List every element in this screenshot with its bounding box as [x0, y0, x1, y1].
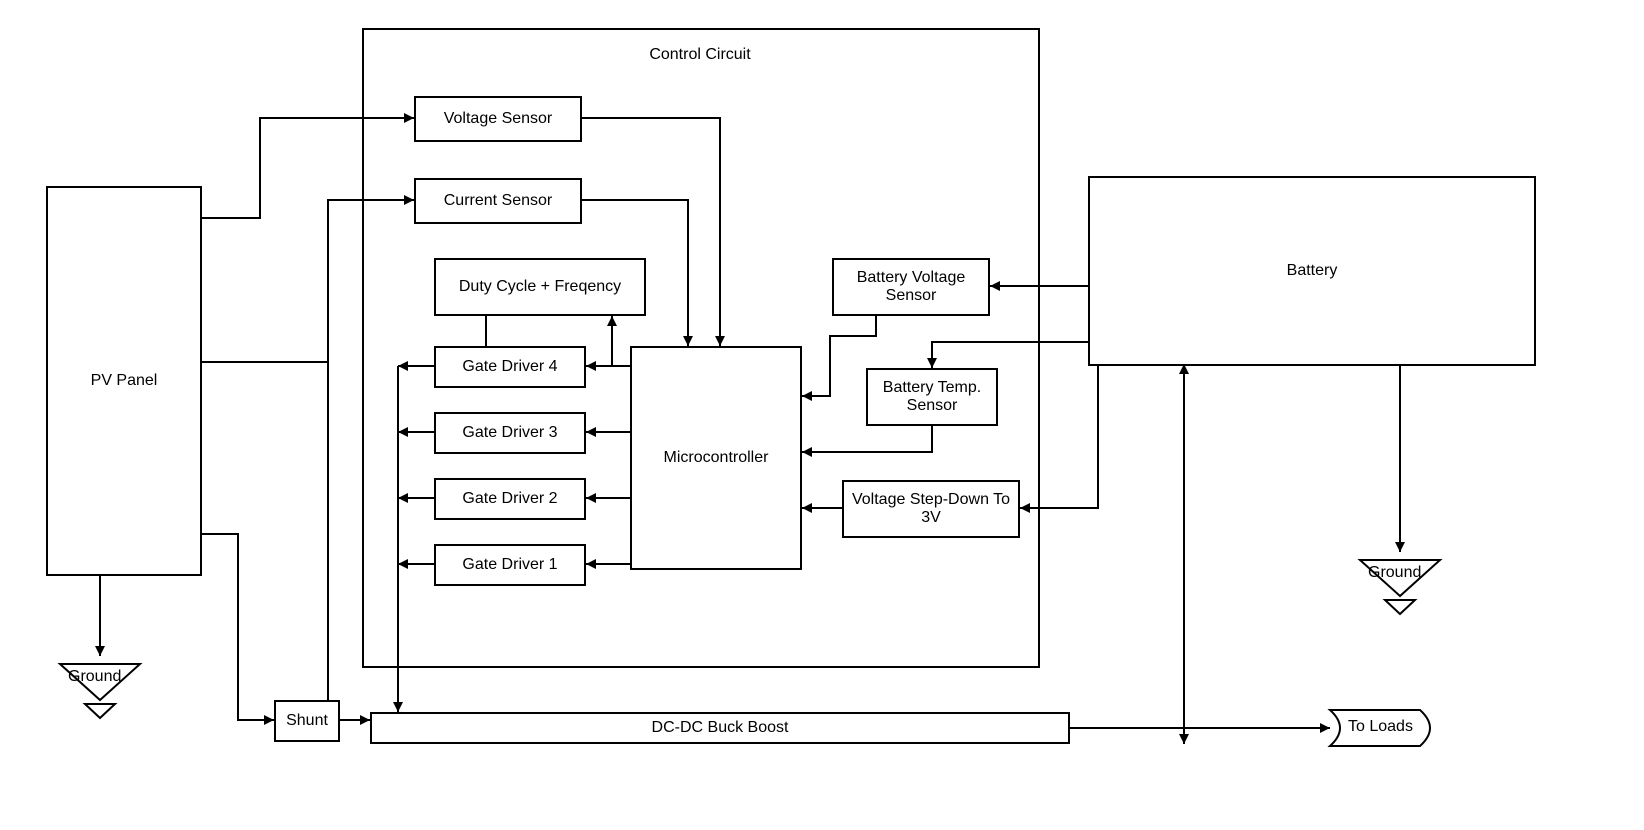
block-label: Battery Voltage Sensor — [838, 269, 984, 305]
ground-right-label: Ground — [1368, 564, 1421, 582]
block-current-sensor: Current Sensor — [414, 178, 582, 224]
block-battery-voltage-sensor: Battery Voltage Sensor — [832, 258, 990, 316]
block-voltage-sensor: Voltage Sensor — [414, 96, 582, 142]
block-gate-driver-2: Gate Driver 2 — [434, 478, 586, 520]
to-loads-label: To Loads — [1348, 718, 1413, 736]
block-buck-boost: DC-DC Buck Boost — [370, 712, 1070, 744]
diagram-canvas: PV Panel Control Circuit Voltage Sensor … — [0, 0, 1644, 830]
block-battery-temp-sensor: Battery Temp. Sensor — [866, 368, 998, 426]
block-label: Battery — [1287, 262, 1338, 280]
ground-left-label: Ground — [68, 668, 121, 686]
block-label: Microcontroller — [664, 449, 769, 467]
block-label: Voltage Step-Down To 3V — [848, 491, 1014, 527]
block-label: DC-DC Buck Boost — [652, 719, 789, 737]
block-battery: Battery — [1088, 176, 1536, 366]
block-microcontroller: Microcontroller — [630, 346, 802, 570]
control-circuit-label: Control Circuit — [600, 46, 800, 64]
block-label: Gate Driver 4 — [462, 358, 557, 376]
block-label: PV Panel — [91, 372, 158, 390]
block-pv-panel: PV Panel — [46, 186, 202, 576]
block-gate-driver-1: Gate Driver 1 — [434, 544, 586, 586]
block-label: Gate Driver 2 — [462, 490, 557, 508]
block-shunt: Shunt — [274, 700, 340, 742]
block-gate-driver-4: Gate Driver 4 — [434, 346, 586, 388]
block-gate-driver-3: Gate Driver 3 — [434, 412, 586, 454]
block-label: Duty Cycle + Freqency — [459, 278, 621, 296]
block-voltage-stepdown: Voltage Step-Down To 3V — [842, 480, 1020, 538]
block-label: Voltage Sensor — [444, 110, 553, 128]
block-label: Current Sensor — [444, 192, 553, 210]
block-label: Gate Driver 1 — [462, 556, 557, 574]
block-duty-cycle: Duty Cycle + Freqency — [434, 258, 646, 316]
block-label: Gate Driver 3 — [462, 424, 557, 442]
block-label: Battery Temp. Sensor — [872, 379, 992, 415]
block-label: Shunt — [286, 712, 328, 730]
